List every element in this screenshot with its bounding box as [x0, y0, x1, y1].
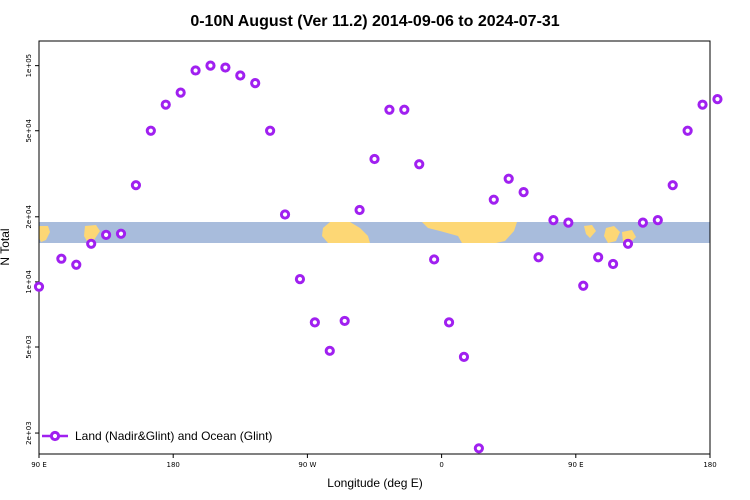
data-point [384, 104, 395, 115]
data-points [33, 60, 723, 454]
land-southeast-asia-4 [604, 226, 620, 243]
data-point [697, 99, 708, 110]
y-axis-label: N Total [0, 228, 12, 265]
land-central-america [322, 222, 370, 243]
data-point [160, 99, 171, 110]
data-point [33, 281, 45, 292]
data-point [414, 159, 425, 170]
data-point [130, 180, 142, 191]
land-southeast-asia-1 [39, 226, 50, 242]
data-point [86, 238, 97, 249]
data-point [518, 187, 529, 198]
x-axis-label: Longitude (deg E) [327, 476, 422, 490]
data-point [56, 253, 67, 264]
data-point [667, 180, 678, 191]
data-point [250, 78, 261, 89]
data-point [71, 259, 82, 270]
x-tick-label: 90 E [568, 461, 584, 469]
data-point [235, 70, 246, 81]
y-tick-label: 5e+04 [25, 118, 33, 142]
data-point [190, 65, 201, 76]
x-tick-label: 180 [167, 461, 180, 469]
ocean-band [39, 222, 710, 243]
x-tick-label: 90 W [298, 461, 316, 469]
plot-frame [38, 40, 711, 455]
data-point [175, 87, 186, 98]
data-point [637, 217, 649, 228]
land-masses [39, 222, 636, 243]
data-point [145, 125, 156, 136]
legend-marker [49, 430, 61, 442]
data-point [682, 125, 693, 136]
data-point [294, 274, 306, 285]
data-point [369, 153, 380, 165]
data-point [548, 215, 559, 226]
y-tick-label: 1e+05 [25, 54, 33, 78]
x-axis: 90 E 180 90 W 0 90 E 180 [31, 454, 717, 469]
data-point [578, 280, 589, 291]
legend: Land (Nadir&Glint) and Ocean (Glint) [42, 429, 272, 443]
data-point [533, 252, 544, 263]
land-africa [422, 222, 517, 243]
data-point [503, 173, 514, 184]
data-point [607, 258, 619, 270]
data-point [220, 62, 231, 73]
y-tick-label: 5e+03 [25, 335, 33, 359]
x-tick-label: 0 [439, 461, 443, 469]
data-point [279, 209, 291, 220]
data-point [458, 351, 470, 362]
latitude-band [39, 222, 710, 243]
data-point [622, 238, 634, 249]
chart-title: 0-10N August (Ver 11.2) 2014-09-06 to 20… [190, 13, 559, 30]
data-point [265, 125, 276, 136]
data-point [205, 60, 216, 71]
data-point [101, 229, 112, 240]
data-point [563, 217, 574, 228]
y-axis: 1e+05 5e+04 2e+04 1e+04 5e+03 2e+03 [25, 54, 39, 445]
data-point [593, 252, 604, 263]
x-tick-label: 180 [703, 461, 716, 469]
legend-label: Land (Nadir&Glint) and Ocean (Glint) [75, 429, 272, 443]
data-point [473, 443, 484, 454]
y-tick-label: 2e+03 [25, 421, 33, 445]
data-point [443, 317, 455, 328]
data-point [324, 345, 335, 356]
data-point [399, 104, 410, 115]
data-point [115, 228, 127, 239]
data-point [712, 94, 723, 105]
data-point [309, 317, 320, 328]
data-point [652, 215, 663, 226]
data-point [354, 204, 365, 216]
y-tick-label: 1e+04 [25, 270, 33, 294]
x-tick-label: 90 E [31, 461, 47, 469]
land-southeast-asia-2 [84, 225, 100, 243]
y-tick-label: 2e+04 [25, 204, 33, 228]
data-point [488, 194, 499, 205]
data-point [429, 254, 440, 265]
land-southeast-asia-3 [584, 225, 596, 238]
data-point [339, 315, 350, 327]
